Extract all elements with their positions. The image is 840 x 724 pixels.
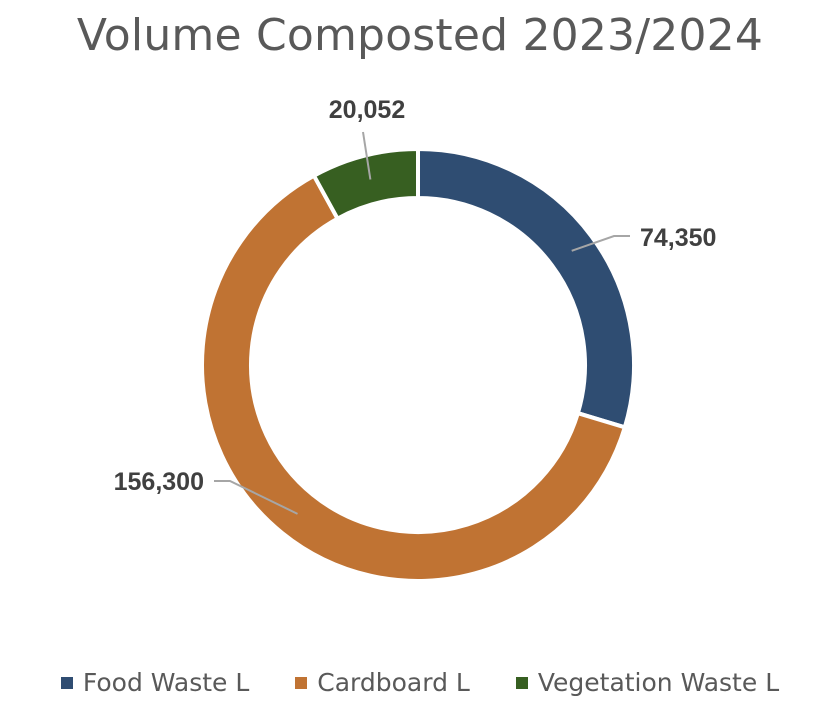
leader-line-cardboard-l bbox=[214, 480, 298, 515]
donut-chart: 74,350 156,300 20,052 bbox=[114, 96, 717, 583]
legend-swatch-icon bbox=[515, 676, 528, 689]
data-labels: 74,350 156,300 20,052 bbox=[114, 96, 717, 496]
chart-title: Volume Composted 2023/2024 bbox=[76, 10, 764, 61]
leader-line-vegetation-waste-l bbox=[362, 131, 372, 180]
legend-label: Vegetation Waste L bbox=[537, 668, 780, 697]
legend-label: Food Waste L bbox=[82, 668, 250, 697]
data-label-vegetation-waste-l: 20,052 bbox=[329, 96, 405, 124]
legend-swatch-icon bbox=[295, 676, 308, 689]
slice-food-waste-l bbox=[416, 146, 636, 430]
legend: Food Waste L Cardboard L Vegetation Waste … bbox=[0, 668, 840, 697]
legend-item-vegetation-waste-l: Vegetation Waste L bbox=[515, 668, 780, 697]
leader-line-food-waste-l bbox=[571, 235, 630, 252]
data-label-food-waste-l: 74,350 bbox=[640, 224, 716, 252]
donut-slices bbox=[200, 146, 636, 583]
legend-item-food-waste-l: Food Waste L bbox=[60, 668, 250, 697]
legend-label: Cardboard L bbox=[317, 668, 470, 697]
slice-cardboard-l bbox=[200, 172, 628, 583]
legend-item-cardboard-l: Cardboard L bbox=[295, 668, 470, 697]
slice-vegetation-waste-l bbox=[311, 146, 420, 222]
leader-lines bbox=[214, 131, 630, 515]
data-label-cardboard-l: 156,300 bbox=[114, 468, 204, 496]
legend-swatch-icon bbox=[60, 676, 73, 689]
